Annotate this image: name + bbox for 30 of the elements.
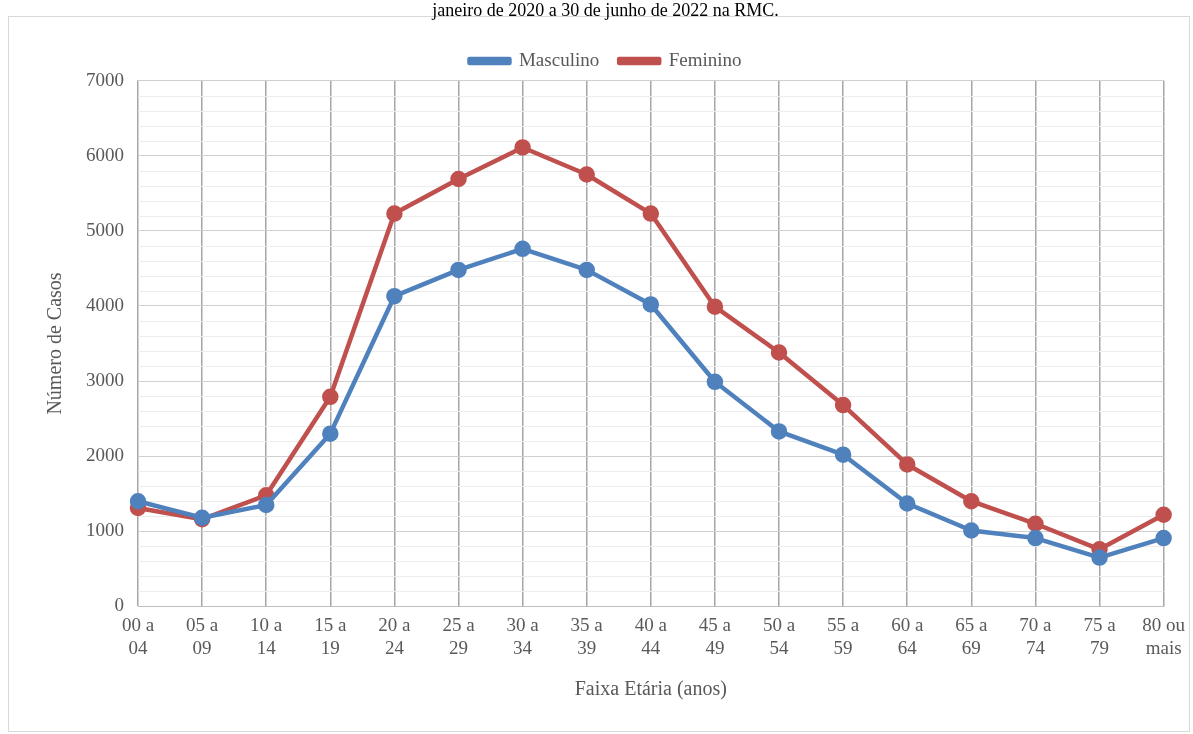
y-tick-label: 0 [114,594,124,616]
x-tick-label: 25 a 29 [442,613,476,658]
x-tick-label: 40 a 44 [634,613,668,658]
y-tick-label: 6000 [86,143,124,165]
y-tick-label: 1000 [86,519,124,541]
x-tick-label: 10 a 14 [250,613,283,658]
x-tick-label: 70 a 74 [1019,613,1053,658]
x-tick-label: 35 a 39 [570,613,604,658]
x-axis-title: Faixa Etária (anos) [574,677,727,701]
y-tick-label: 7000 [86,68,124,90]
x-tick-label: 65 a 69 [955,613,988,658]
x-tick-label: 30 a 34 [506,613,540,658]
chart-title: janeiro de 2020 a 30 de junho de 2022 na RMC. [431,0,779,20]
x-tick-label: 05 a 09 [186,613,219,658]
legend-label: Feminino [668,49,742,71]
x-tick-label: 75 a 79 [1083,613,1117,658]
x-tick-label: 45 a 49 [698,613,732,658]
x-tick-label: 60 a 64 [891,613,924,658]
x-tick-label: 55 a 59 [827,613,860,658]
y-tick-label: 5000 [86,218,124,240]
x-tick-label: 50 a 54 [762,613,796,658]
x-tick-label: 15 a 19 [314,613,347,658]
x-tick-label: 80 ou mais [1142,613,1186,658]
y-tick-label: 4000 [86,293,124,315]
y-tick-label: 2000 [86,444,124,466]
legend-label: Masculino [518,49,600,71]
x-tick-label: 00 a 04 [121,613,155,658]
y-axis-title: Número de Casos [43,272,66,415]
y-tick-label: 3000 [86,369,124,391]
x-tick-label: 20 a 24 [378,613,412,658]
